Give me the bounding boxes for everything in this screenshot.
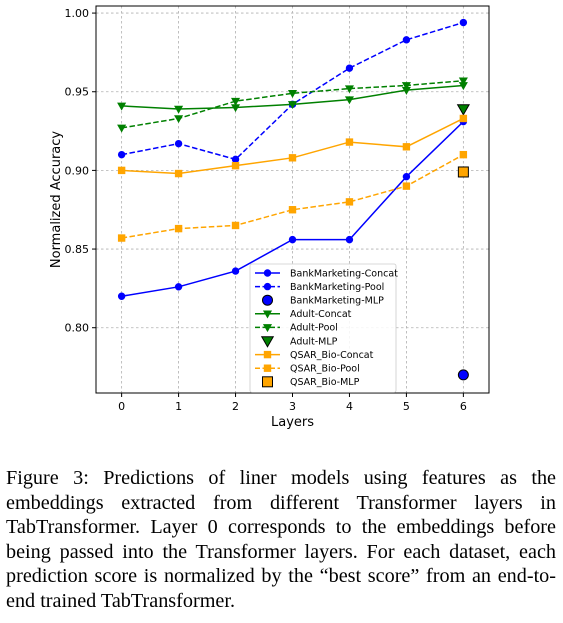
legend-marker xyxy=(263,269,272,277)
y-tick-label: 0.80 xyxy=(65,322,90,335)
line-chart: 0 1 2 3 4 5 6 0.80 0.85 0.90 0.95 1.00 Layers Norm… xyxy=(49,5,490,430)
legend-marker xyxy=(260,336,275,348)
legend-marker xyxy=(262,294,273,306)
series-qsar-bio-concat xyxy=(117,114,468,178)
data-point xyxy=(345,64,354,72)
data-point xyxy=(457,369,469,381)
data-point xyxy=(287,101,298,110)
y-axis-ticks: 0.80 0.85 0.90 0.95 1.00 xyxy=(65,7,96,335)
data-point xyxy=(457,166,469,178)
data-point xyxy=(174,169,183,178)
legend-marker xyxy=(263,350,272,359)
legend-item: QSAR_Bio-Pool xyxy=(255,364,360,375)
x-tick-label: 5 xyxy=(403,400,410,413)
data-point xyxy=(288,235,297,244)
legend-marker xyxy=(262,310,273,319)
data-point xyxy=(231,221,240,230)
data-point xyxy=(231,161,240,170)
legend-item: BankMarketing-MLP xyxy=(262,294,384,307)
y-tick-label: 0.95 xyxy=(65,86,90,99)
data-point xyxy=(117,124,127,133)
data-point xyxy=(402,36,411,44)
data-point xyxy=(231,267,240,275)
data-point xyxy=(287,90,298,98)
data-point xyxy=(117,166,126,175)
legend-label: BankMarketing-MLP xyxy=(290,296,384,307)
legend-item: BankMarketing-Concat xyxy=(255,268,398,279)
data-point xyxy=(459,18,468,27)
legend-marker xyxy=(263,282,272,291)
data-point xyxy=(459,150,468,159)
legend-item: Adult-Pool xyxy=(255,323,338,334)
x-tick-label: 1 xyxy=(175,400,182,413)
data-point xyxy=(458,77,468,86)
data-point xyxy=(402,143,411,151)
series-layer xyxy=(117,18,470,381)
data-point xyxy=(117,234,126,242)
legend-label: BankMarketing-Pool xyxy=(290,282,384,293)
data-point xyxy=(174,105,184,114)
legend-item: Adult-Concat xyxy=(255,309,352,320)
data-point xyxy=(174,139,183,148)
legend-label: QSAR_Bio-Concat xyxy=(290,350,374,361)
data-point xyxy=(402,182,411,190)
series-adult-pool xyxy=(117,77,468,133)
data-point xyxy=(174,115,184,124)
data-point xyxy=(288,154,297,162)
data-point xyxy=(459,114,468,123)
legend-item: BankMarketing-Pool xyxy=(255,282,384,293)
x-tick-label: 0 xyxy=(118,400,125,413)
legend-label: BankMarketing-Concat xyxy=(290,268,398,279)
legend-label: Adult-Concat xyxy=(290,309,352,320)
x-tick-label: 3 xyxy=(289,400,296,413)
x-tick-label: 4 xyxy=(346,400,353,413)
legend-label: QSAR_Bio-MLP xyxy=(290,377,360,388)
series-adult-mlp xyxy=(456,104,470,116)
y-tick-label: 1.00 xyxy=(65,7,90,20)
x-axis-label: Layers xyxy=(271,415,314,430)
legend-item: QSAR_Bio-MLP xyxy=(262,376,360,388)
x-tick-label: 6 xyxy=(460,400,467,413)
legend-item: QSAR_Bio-Concat xyxy=(255,350,374,361)
legend: BankMarketing-Concat BankMarketing-Pool Ba… xyxy=(249,263,398,393)
data-point xyxy=(402,172,411,181)
data-point xyxy=(117,292,126,300)
series-qsar-bio-pool xyxy=(117,150,468,242)
data-point xyxy=(344,85,354,94)
data-point xyxy=(231,97,241,106)
legend-marker xyxy=(262,324,273,333)
figure-caption: Figure 3: Predictions of liner models us… xyxy=(6,467,556,612)
data-point xyxy=(117,102,127,111)
data-point xyxy=(345,138,354,146)
data-point xyxy=(288,206,297,214)
y-tick-label: 0.90 xyxy=(65,164,90,177)
data-point xyxy=(456,104,470,116)
data-point xyxy=(231,155,240,164)
legend-marker xyxy=(262,376,273,388)
y-tick-label: 0.85 xyxy=(65,243,90,256)
data-point xyxy=(345,198,354,206)
x-tick-label: 2 xyxy=(232,400,239,413)
legend-label: Adult-Pool xyxy=(290,323,338,334)
legend-marker xyxy=(263,364,272,372)
series-bankmarketing-concat xyxy=(117,117,468,300)
data-point xyxy=(345,235,354,244)
legend-item: Adult-MLP xyxy=(260,336,338,348)
data-point xyxy=(401,82,411,91)
series-qsar-bio-mlp xyxy=(457,166,469,178)
data-point xyxy=(344,96,354,105)
data-point xyxy=(174,224,183,233)
y-axis-label: Normalized Accuracy xyxy=(49,131,64,269)
legend-label: Adult-MLP xyxy=(290,336,338,347)
series-bankmarketing-mlp xyxy=(457,369,469,381)
data-point xyxy=(174,283,183,291)
legend-box xyxy=(249,263,397,393)
legend-label: QSAR_Bio-Pool xyxy=(290,364,360,375)
data-point xyxy=(117,150,126,159)
x-axis-ticks: 0 1 2 3 4 5 6 xyxy=(118,393,467,413)
